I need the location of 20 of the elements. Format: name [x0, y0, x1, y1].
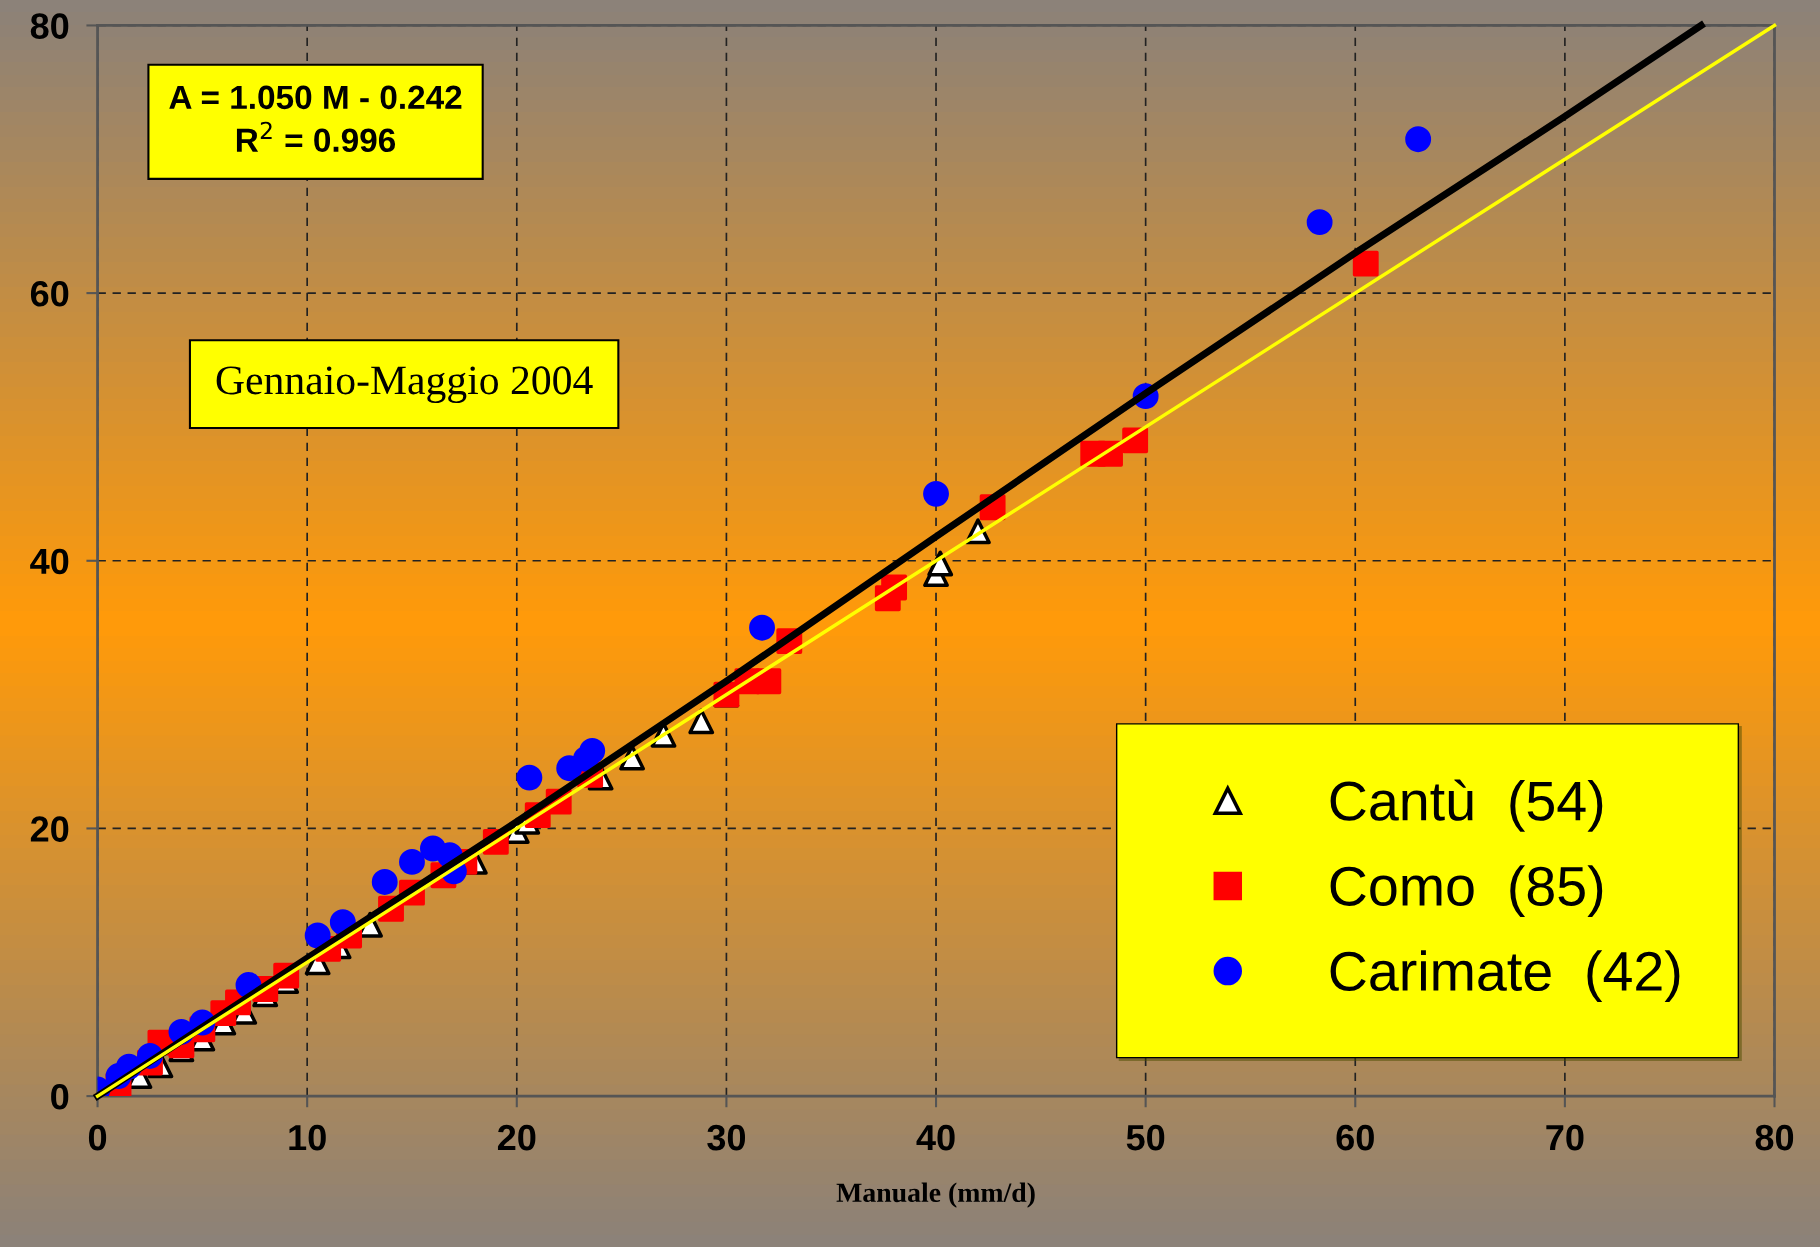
x-tick-label: 10 — [289, 1124, 326, 1151]
x-tick-label: 50 — [1126, 1124, 1165, 1151]
x-tick-label: 40 — [916, 1124, 955, 1151]
y-tick-label: 80 — [30, 13, 69, 39]
y-tick-label: 40 — [30, 548, 69, 575]
annotation: Gennaio-Maggio 2004 — [216, 366, 593, 404]
legend-label: Carimate (42) — [1330, 950, 1680, 1003]
annotation: A = 1.050 M - 0.242 R$^{2}$ = 0.996 — [169, 85, 462, 153]
x-tick-label: 20 — [497, 1124, 536, 1151]
x-tick-label: 30 — [707, 1124, 746, 1151]
x-tick-label: 0 — [88, 1124, 107, 1151]
y-tick-label: 60 — [30, 280, 69, 307]
x-tick-label: 80 — [1755, 1124, 1794, 1151]
x-axis-title: Manuale (mm/d) — [836, 1182, 1035, 1208]
y-tick-label: 20 — [30, 816, 69, 842]
x-tick-label: 60 — [1336, 1124, 1374, 1151]
legend-label: Cantù (54) — [1330, 779, 1603, 832]
legend-label: Como (85) — [1330, 865, 1603, 917]
y-tick-label: 0 — [51, 1083, 69, 1110]
x-tick-label: 70 — [1546, 1124, 1584, 1151]
